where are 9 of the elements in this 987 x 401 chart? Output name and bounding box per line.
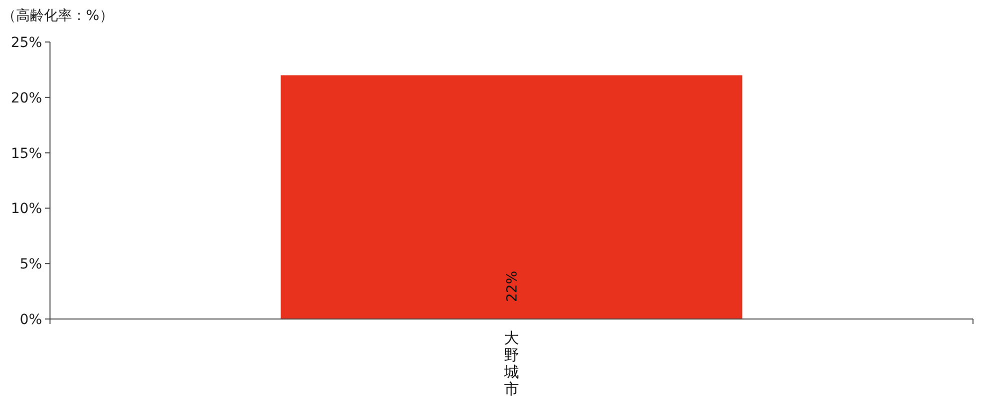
y-tick-label: 20% xyxy=(10,90,42,106)
y-tick-label: 5% xyxy=(20,256,42,273)
y-tick-label: 10% xyxy=(10,201,42,218)
y-tick-label: 25% xyxy=(10,35,42,51)
y-tick-label: 15% xyxy=(10,146,42,162)
x-tick-label: 大野城市 xyxy=(503,329,519,398)
y-tick-label: 0% xyxy=(20,312,42,328)
data-label: 22% xyxy=(504,270,520,302)
y-axis-title: （高齢化率：%） xyxy=(2,8,114,24)
